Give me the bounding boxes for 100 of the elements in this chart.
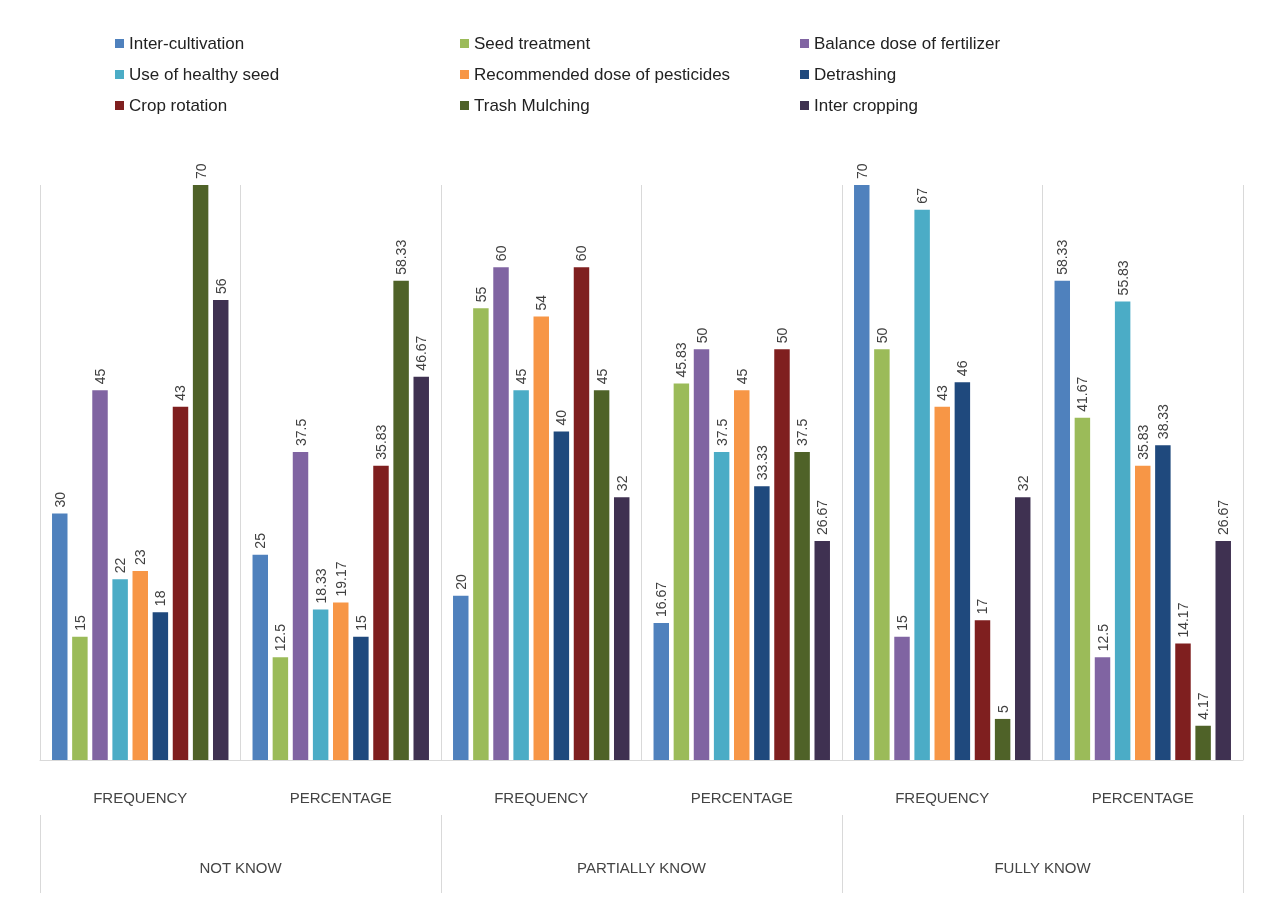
bar (914, 209, 930, 760)
data-label: 58.33 (1054, 239, 1071, 275)
data-label: 58.33 (393, 239, 410, 275)
data-label: 12.5 (1094, 623, 1111, 652)
data-label: 4.17 (1195, 692, 1212, 720)
bar (1175, 643, 1191, 760)
bar (1054, 280, 1071, 760)
legend-label: Balance dose of fertilizer (814, 34, 1001, 53)
data-label: 46.67 (413, 335, 430, 371)
data-label: 22 (112, 557, 129, 574)
data-label: 45.83 (673, 342, 690, 378)
data-label: 15 (71, 615, 88, 631)
x-tick-label: FREQUENCY (895, 789, 990, 806)
data-label: 19.17 (332, 561, 349, 597)
bar (1195, 725, 1211, 760)
legend-label: Crop rotation (129, 96, 228, 115)
bar (593, 390, 610, 760)
bar (994, 718, 1011, 760)
bar (693, 349, 710, 760)
data-label: 15 (894, 615, 911, 631)
data-label: 60 (573, 245, 590, 262)
bar (92, 390, 108, 760)
data-label: 45 (92, 368, 109, 385)
bar (854, 185, 870, 760)
bar (814, 540, 830, 760)
bar (1094, 657, 1111, 760)
data-label: 55.83 (1114, 260, 1131, 296)
bar (272, 657, 289, 760)
bar (312, 609, 329, 760)
data-label: 50 (773, 327, 790, 344)
data-label: 70 (853, 163, 870, 179)
bar (794, 451, 810, 760)
data-label: 46 (954, 360, 971, 377)
data-label: 25 (252, 532, 269, 549)
bar (473, 308, 489, 760)
bar (613, 497, 630, 760)
bar (1155, 445, 1171, 760)
legend-label: Seed treatment (474, 34, 591, 53)
bar (52, 513, 68, 760)
bar (373, 465, 389, 760)
bar (172, 406, 189, 760)
bar (974, 620, 991, 760)
data-label: 15 (352, 615, 369, 631)
bar (734, 390, 750, 760)
data-label: 38.33 (1154, 403, 1171, 440)
data-label: 40 (553, 409, 570, 426)
legend-label: Trash Mulching (474, 96, 590, 115)
bar (673, 383, 690, 760)
bar (1014, 497, 1031, 760)
bar (653, 623, 670, 760)
bar (894, 636, 910, 760)
data-label: 5 (994, 704, 1011, 713)
data-label: 45 (513, 368, 530, 385)
data-label: 43 (172, 385, 189, 401)
bar (212, 300, 229, 760)
text: FULLY KNOW (994, 859, 1092, 876)
bar (874, 349, 890, 760)
data-label: 41.67 (1074, 376, 1091, 412)
legend-label: Inter-cultivation (129, 34, 245, 53)
legend-label: Recommended dose of pesticides (474, 65, 731, 84)
data-label: 14.17 (1174, 602, 1191, 638)
text: PARTIALLY KNOW (577, 859, 707, 876)
legend-label: Use of healthy seed (129, 65, 280, 84)
data-label: 26.67 (814, 499, 831, 535)
x-tick-label: FREQUENCY (93, 789, 188, 806)
legend-label: Detrashing (814, 65, 897, 84)
data-label: 18.33 (312, 568, 329, 604)
bar (573, 267, 590, 760)
data-label: 45 (733, 368, 750, 385)
x-tick-label: FREQUENCY (494, 789, 589, 806)
text: NOT KNOW (199, 859, 283, 876)
bar (553, 431, 570, 760)
data-label: 55 (472, 286, 489, 303)
data-label: 17 (974, 598, 991, 615)
x-tick-label: PERCENTAGE (690, 789, 793, 806)
bar (333, 602, 349, 760)
bar (393, 280, 409, 760)
bar (292, 451, 309, 760)
bar (453, 595, 469, 760)
x-tick-label: PERCENTAGE (1091, 789, 1194, 806)
data-label: 26.67 (1215, 499, 1232, 535)
data-label: 67 (914, 187, 931, 204)
data-label: 35.83 (1134, 424, 1151, 460)
data-label: 50 (693, 327, 710, 344)
data-label: 54 (533, 294, 550, 311)
bar (192, 185, 209, 760)
legend-label: Inter cropping (814, 96, 918, 115)
data-label: 30 (51, 491, 68, 508)
data-label: 43 (934, 385, 951, 401)
bar (713, 451, 730, 760)
bar (774, 349, 790, 760)
data-label: 23 (132, 549, 149, 566)
data-label: 50 (873, 327, 890, 344)
data-label: 18 (152, 590, 169, 607)
data-label: 20 (452, 573, 469, 590)
bar (934, 406, 950, 760)
data-label: 45 (593, 368, 610, 385)
bar (754, 486, 770, 760)
data-label: 12.5 (272, 623, 289, 652)
data-label: 37.5 (794, 418, 811, 446)
